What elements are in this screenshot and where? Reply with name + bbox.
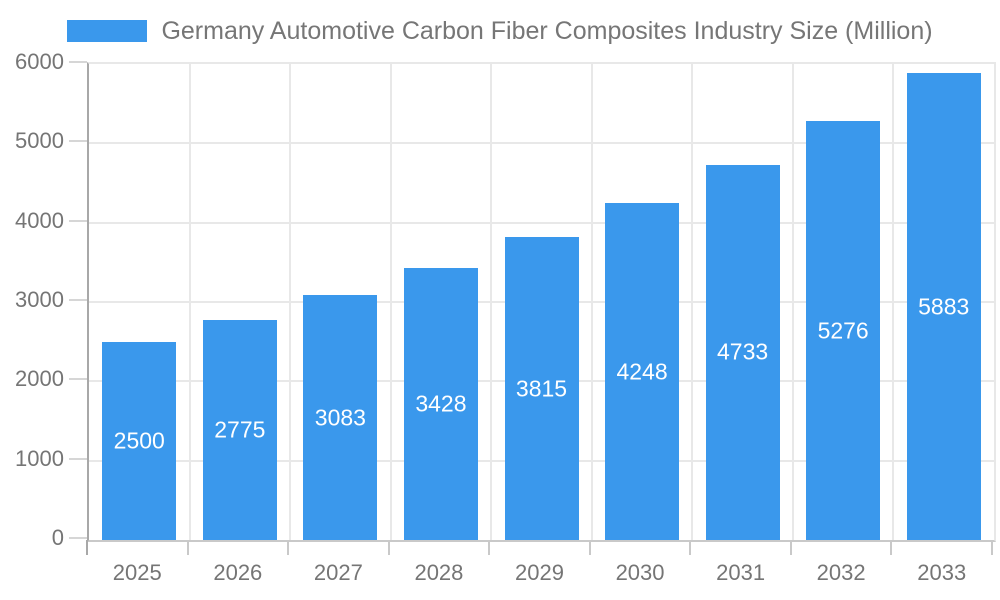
v-gridline bbox=[389, 64, 392, 540]
bar-value-label: 3083 bbox=[314, 404, 366, 431]
bar[interactable]: 2500 bbox=[102, 341, 177, 540]
y-axis-label: 2000 bbox=[15, 366, 64, 392]
y-axis-tick bbox=[69, 378, 87, 381]
legend[interactable]: Germany Automotive Carbon Fiber Composit… bbox=[0, 15, 1000, 47]
x-axis-label: 2026 bbox=[213, 560, 263, 585]
x-axis-tick bbox=[789, 540, 792, 555]
y-axis-label: 0 bbox=[51, 525, 64, 550]
x-axis-tick bbox=[991, 540, 993, 555]
bar-value-label: 4248 bbox=[616, 358, 668, 384]
x-axis-tick bbox=[488, 540, 491, 555]
y-axis-tick bbox=[69, 299, 87, 301]
y-axis-label: 3000 bbox=[15, 287, 64, 312]
v-gridline bbox=[188, 64, 191, 540]
x-axis-label: 2027 bbox=[313, 560, 363, 585]
y-axis-tick bbox=[69, 457, 87, 460]
v-gridline bbox=[490, 64, 493, 540]
bar-value-label: 4733 bbox=[717, 338, 769, 365]
x-axis-label: 2031 bbox=[716, 560, 766, 585]
y-axis-tick bbox=[69, 61, 87, 63]
v-gridline bbox=[892, 64, 895, 540]
plot-area: 2500 2775 3083 3428 3815 4248 4733 5276 5883 bbox=[87, 62, 996, 542]
bar[interactable]: 5883 bbox=[906, 73, 981, 540]
x-axis-label: 2032 bbox=[816, 560, 866, 585]
bar[interactable]: 5276 bbox=[806, 121, 881, 540]
bar[interactable]: 4733 bbox=[705, 164, 780, 540]
v-gridline bbox=[289, 64, 292, 540]
x-axis-label: 2030 bbox=[615, 560, 665, 585]
bar-value-label: 5276 bbox=[817, 317, 869, 344]
x-axis-tick bbox=[387, 540, 390, 555]
bar[interactable]: 3428 bbox=[403, 268, 478, 540]
x-axis-label: 2029 bbox=[515, 560, 564, 585]
v-gridline bbox=[791, 64, 794, 540]
y-axis-tick bbox=[69, 140, 87, 143]
h-gridline bbox=[89, 221, 994, 224]
h-gridline bbox=[89, 142, 994, 145]
bar-value-label: 2775 bbox=[214, 416, 266, 443]
x-axis-label: 2028 bbox=[414, 560, 464, 585]
v-gridline bbox=[691, 64, 694, 540]
bar[interactable]: 3083 bbox=[303, 295, 378, 540]
bar-value-label: 2500 bbox=[113, 427, 165, 454]
y-axis-label: 5000 bbox=[15, 128, 64, 154]
bar[interactable]: 2775 bbox=[202, 319, 277, 540]
y-axis-label: 4000 bbox=[15, 207, 64, 233]
bar-value-label: 3815 bbox=[515, 375, 568, 402]
bar[interactable]: 3815 bbox=[504, 237, 579, 540]
x-axis-label: 2033 bbox=[917, 560, 967, 585]
y-axis-label: 1000 bbox=[15, 445, 64, 471]
v-gridline bbox=[590, 64, 593, 540]
y-axis-tick bbox=[69, 537, 87, 539]
bar-value-label: 5883 bbox=[918, 293, 970, 320]
x-axis-tick bbox=[689, 540, 692, 555]
legend-swatch-icon bbox=[67, 20, 148, 42]
x-axis-tick bbox=[890, 540, 893, 555]
x-axis-tick bbox=[186, 540, 189, 555]
bar-value-label: 3428 bbox=[415, 390, 467, 417]
x-axis-tick bbox=[86, 540, 88, 555]
bar[interactable]: 4248 bbox=[605, 203, 680, 540]
y-axis-tick bbox=[69, 219, 87, 222]
x-axis-tick bbox=[287, 540, 290, 555]
legend-label: Germany Automotive Carbon Fiber Composit… bbox=[161, 16, 933, 45]
x-axis-label: 2025 bbox=[112, 560, 162, 585]
x-axis-tick bbox=[588, 540, 591, 555]
y-axis-label: 6000 bbox=[15, 49, 64, 74]
